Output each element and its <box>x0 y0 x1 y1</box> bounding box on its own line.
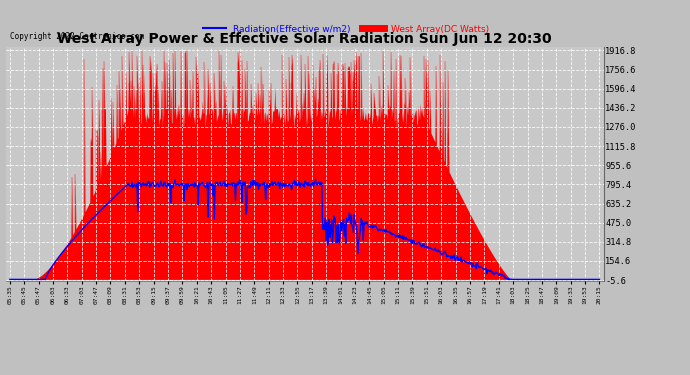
Title: West Array Power & Effective Solar Radiation Sun Jun 12 20:30: West Array Power & Effective Solar Radia… <box>57 32 552 46</box>
Legend: Radiation(Effective w/m2), West Array(DC Watts): Radiation(Effective w/m2), West Array(DC… <box>200 21 493 37</box>
Text: Copyright 2022 Cartronics.com: Copyright 2022 Cartronics.com <box>10 32 144 41</box>
